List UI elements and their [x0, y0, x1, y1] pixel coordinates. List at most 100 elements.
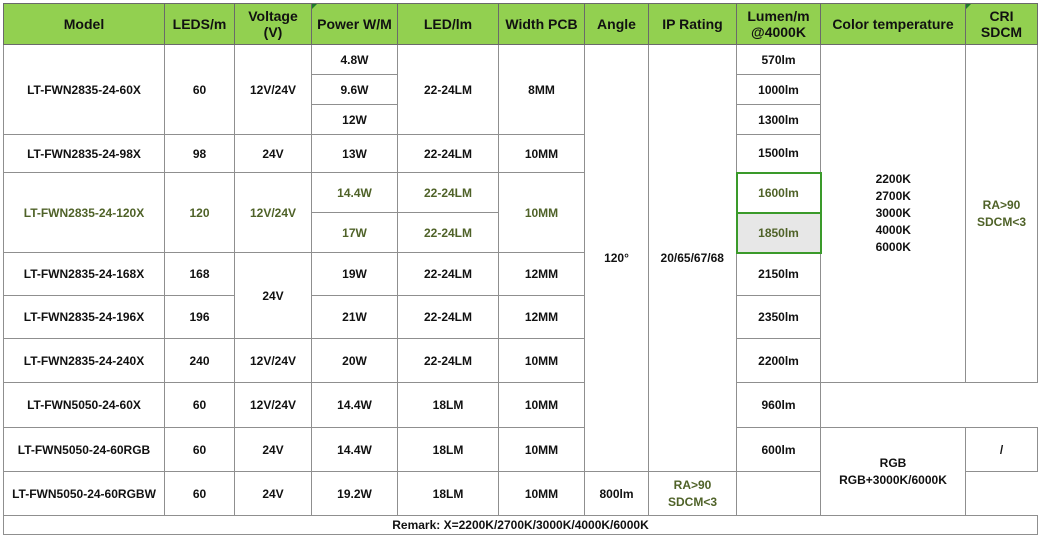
- cell-cri[interactable]: /: [965, 427, 1038, 472]
- cell-led-lm[interactable]: 22-24LM: [397, 338, 499, 383]
- cell-power[interactable]: 13W: [311, 134, 398, 173]
- cell-lumen-selected[interactable]: 1600lm: [735, 171, 822, 214]
- header-power[interactable]: Power W/M: [311, 3, 398, 45]
- cell-power[interactable]: 19.2W: [311, 471, 398, 516]
- cell-led-lm[interactable]: 22-24LM: [397, 295, 499, 339]
- cell-lumen[interactable]: 800lm: [584, 471, 649, 516]
- cell-voltage[interactable]: 24V: [234, 427, 312, 472]
- cell-led-lm[interactable]: 18LM: [397, 427, 499, 472]
- cell-lumen[interactable]: 1300lm: [736, 104, 821, 135]
- cri-ra: RA>90: [673, 477, 712, 492]
- cell-voltage[interactable]: 24V: [234, 471, 312, 516]
- cell-power[interactable]: 14.4W: [311, 172, 398, 213]
- cell-power[interactable]: 21W: [311, 295, 398, 339]
- cell-lumen[interactable]: 2350lm: [736, 295, 821, 339]
- cell-power[interactable]: 14.4W: [311, 427, 398, 472]
- cell-lumen[interactable]: 1500lm: [736, 134, 821, 173]
- cell-model[interactable]: LT-FWN2835-24-168X: [3, 252, 165, 296]
- spec-table: Model LEDS/m Voltage (V) Power W/M LED/l…: [3, 3, 1038, 535]
- header-leds[interactable]: LEDS/m: [164, 3, 235, 45]
- cell-width[interactable]: 10MM: [498, 338, 585, 383]
- header-model[interactable]: Model: [3, 3, 165, 45]
- cell-voltage[interactable]: 12V/24V: [234, 382, 312, 428]
- cell-power[interactable]: 4.8W: [311, 44, 398, 75]
- cell-cri[interactable]: RA>90 SDCM<3: [648, 471, 737, 516]
- cell-power[interactable]: 19W: [311, 252, 398, 296]
- cell-led-lm[interactable]: 18LM: [397, 382, 499, 428]
- header-lumen[interactable]: Lumen/m @4000K: [736, 3, 821, 45]
- cell-power[interactable]: 20W: [311, 338, 398, 383]
- cell-width[interactable]: 10MM: [498, 471, 585, 516]
- cell-leds[interactable]: 120: [164, 172, 235, 253]
- cell-model[interactable]: LT-FWN5050-24-60RGBW: [3, 471, 165, 516]
- cell-leds[interactable]: 60: [164, 44, 235, 135]
- cell-model[interactable]: LT-FWN2835-24-120X: [3, 172, 165, 253]
- cell-leds[interactable]: 60: [164, 427, 235, 472]
- cell-leds[interactable]: 60: [164, 471, 235, 516]
- header-cri-line1: CRI: [989, 8, 1014, 24]
- cell-width[interactable]: 10MM: [498, 382, 585, 428]
- cell-led-lm[interactable]: 22-24LM: [397, 212, 499, 253]
- cell-color-temperature-rgb[interactable]: RGB RGB+3000K/6000K: [820, 427, 966, 516]
- cell-model[interactable]: LT-FWN5050-24-60X: [3, 382, 165, 428]
- header-width[interactable]: Width PCB: [498, 3, 585, 45]
- header-led-lm[interactable]: LED/lm: [397, 3, 499, 45]
- table-row: LT-FWN2835-24-120X 120 12V/24V 14.4W 22-…: [3, 171, 1038, 253]
- cell-voltage[interactable]: 24V: [234, 252, 312, 339]
- cell-leds[interactable]: 98: [164, 134, 235, 173]
- cell-power[interactable]: 9.6W: [311, 74, 398, 105]
- cell-leds[interactable]: 60: [164, 382, 235, 428]
- cell-width[interactable]: 10MM: [498, 427, 585, 472]
- cell-power[interactable]: 17W: [311, 212, 398, 253]
- cell-model[interactable]: LT-FWN2835-24-60X: [3, 44, 165, 135]
- header-lumen-line1: Lumen/m: [747, 8, 810, 24]
- cell-led-lm[interactable]: 18LM: [397, 471, 499, 516]
- cell-model[interactable]: LT-FWN2835-24-98X: [3, 134, 165, 173]
- cell-width[interactable]: 12MM: [498, 295, 585, 339]
- color-temp-value: 4000K: [875, 223, 911, 237]
- cell-ip-rating[interactable]: 20/65/67/68: [648, 44, 737, 472]
- header-cri[interactable]: CRI SDCM: [965, 3, 1038, 45]
- cell-voltage[interactable]: 12V/24V: [234, 338, 312, 383]
- cell-model[interactable]: LT-FWN2835-24-240X: [3, 338, 165, 383]
- remark-text[interactable]: Remark: X=2200K/2700K/3000K/4000K/6000K: [3, 515, 1038, 535]
- header-voltage[interactable]: Voltage (V): [234, 3, 312, 45]
- cri-sdcm: SDCM<3: [667, 494, 717, 509]
- table-row: LT-FWN5050-24-60X 60 12V/24V 14.4W 18LM …: [3, 382, 1038, 428]
- header-ip[interactable]: IP Rating: [648, 3, 737, 45]
- cell-led-lm[interactable]: 22-24LM: [397, 252, 499, 296]
- cell-lumen[interactable]: 2200lm: [736, 338, 821, 383]
- cell-width[interactable]: 12MM: [498, 252, 585, 296]
- header-angle[interactable]: Angle: [584, 3, 649, 45]
- cell-width[interactable]: 8MM: [498, 44, 585, 135]
- header-color-temp[interactable]: Color temperature: [820, 3, 966, 45]
- cell-angle[interactable]: 120°: [584, 44, 649, 472]
- cell-model[interactable]: LT-FWN2835-24-196X: [3, 295, 165, 339]
- cell-led-lm[interactable]: 22-24LM: [397, 44, 499, 135]
- cell-lumen[interactable]: 960lm: [736, 382, 821, 428]
- cell-led-lm[interactable]: 22-24LM: [397, 134, 499, 173]
- cell-lumen[interactable]: 2150lm: [736, 252, 821, 296]
- cell-leds[interactable]: 168: [164, 252, 235, 296]
- cell-leds[interactable]: 196: [164, 295, 235, 339]
- rgb-temp-line1: RGB: [879, 455, 907, 470]
- cell-leds[interactable]: 240: [164, 338, 235, 383]
- table-row: 9.6W 1000lm: [4, 74, 1038, 105]
- cell-voltage[interactable]: 12V/24V: [234, 44, 312, 135]
- cell-width[interactable]: 10MM: [498, 172, 585, 253]
- color-temp-value: 3000K: [875, 206, 911, 220]
- cell-model[interactable]: LT-FWN5050-24-60RGB: [3, 427, 165, 472]
- cell-voltage[interactable]: 12V/24V: [234, 172, 312, 253]
- cell-power[interactable]: 14.4W: [311, 382, 398, 428]
- cell-width[interactable]: 10MM: [498, 134, 585, 173]
- cell-power[interactable]: 12W: [311, 104, 398, 135]
- cell-led-lm[interactable]: 22-24LM: [397, 172, 499, 213]
- cell-lumen[interactable]: 1000lm: [736, 74, 821, 105]
- cell-cri[interactable]: RA>90 SDCM<3: [965, 44, 1038, 383]
- cell-color-temperature[interactable]: 2200K 2700K 3000K 4000K 6000K: [820, 44, 966, 383]
- cell-voltage[interactable]: 24V: [234, 134, 312, 173]
- cell-lumen[interactable]: 600lm: [736, 427, 821, 472]
- cell-lumen-selected-active[interactable]: 1850lm: [735, 211, 822, 254]
- cell-lumen[interactable]: 570lm: [736, 44, 821, 75]
- table-row: LT-FWN2835-24-168X 168 24V 19W 22-24LM 1…: [3, 252, 1038, 339]
